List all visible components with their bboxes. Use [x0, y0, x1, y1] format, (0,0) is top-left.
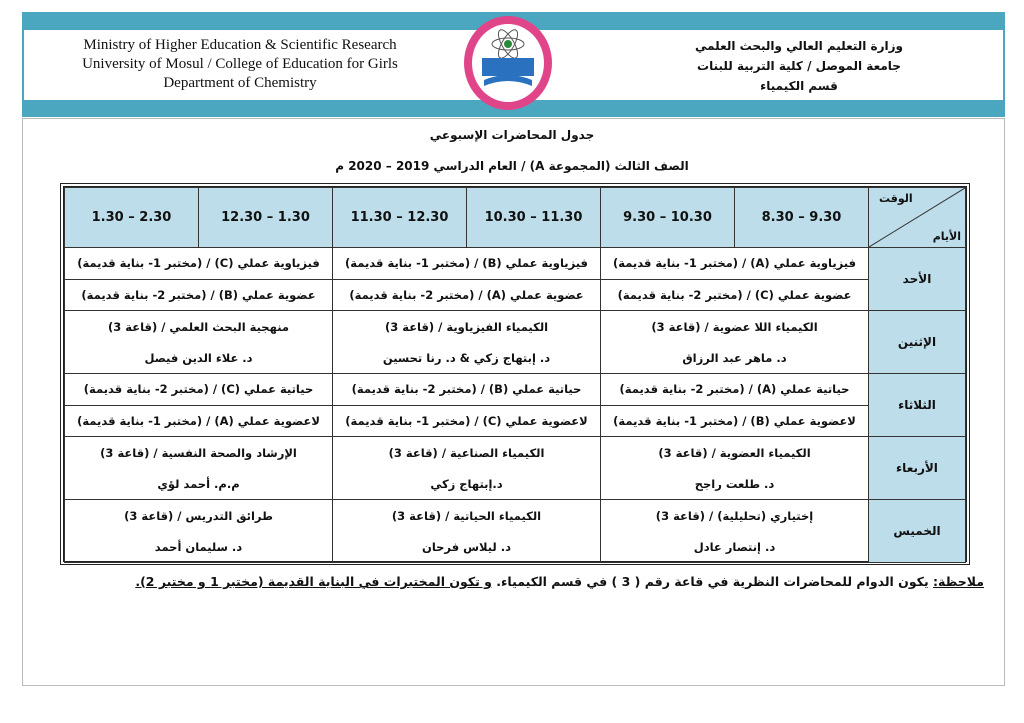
lab-session: حياتية عملي (B) / (مختبر 2- بناية قديمة) — [351, 382, 582, 397]
instructor: د. ليلاس فرحان — [422, 539, 511, 554]
content-frame — [22, 118, 1005, 686]
instructor: م.م. أحمد لؤي — [157, 476, 240, 491]
lab-session: فيزياوية عملي (B) / (مختبر 1- بناية قديم… — [345, 256, 588, 271]
ministry-ar: وزارة التعليم العالي والبحث العلمي — [694, 39, 904, 53]
time-slot: 11.30 – 10.30 — [466, 187, 601, 248]
course: الكيمياء الصناعية / (قاعة 3) — [388, 445, 545, 460]
class-cell: الكيمياء الفيزياوية / (قاعة 3) د. إبتهاج … — [332, 310, 601, 374]
class-cell: منهجية البحث العلمي / (قاعة 3) د. علاء ال… — [64, 310, 333, 374]
class-cell: الكيمياء الحياتية / (قاعة 3) د. ليلاس فرح… — [332, 499, 601, 563]
lab-session: عضوية عملي (B) / (مختبر 2- بناية قديمة) — [65, 278, 332, 311]
lab-session: حياتية عملي (C) / (مختبر 2- بناية قديمة) — [83, 382, 314, 397]
class-cell: فيزياوية عملي (C) / (مختبر 1- بناية قديم… — [64, 247, 333, 311]
day-cell: الأحد — [868, 247, 966, 311]
course: الكيمياء الفيزياوية / (قاعة 3) — [384, 319, 549, 334]
table-row: الخميس إختياري (تحليلية) / (قاعة 3) د. إنت… — [64, 499, 966, 563]
day-cell: الخميس — [868, 499, 966, 563]
class-cell: حياتية عملي (B) / (مختبر 2- بناية قديمة)… — [332, 373, 601, 437]
class-cell: فيزياوية عملي (B) / (مختبر 1- بناية قديم… — [332, 247, 601, 311]
time-slot: 12.30 – 11.30 — [332, 187, 467, 248]
schedule-title: جدول المحاضرات الإسبوعي — [429, 128, 595, 142]
table-row: الإثنين الكيمياء اللا عضوية / (قاعة 3) د. … — [64, 310, 966, 374]
day-cell: الأربعاء — [868, 436, 966, 500]
days-label: الأيام — [932, 230, 961, 243]
department-en: Department of Chemistry — [163, 75, 317, 91]
class-cell: الكيمياء الصناعية / (قاعة 3) د.إبتهاج زكي — [332, 436, 601, 500]
lab-session: لاعضوية عملي (B) / (مختبر 1- بناية قديمة… — [601, 404, 868, 437]
course: الكيمياء العضوية / (قاعة 3) — [658, 445, 811, 460]
schedule-table: الوقت الأيام 9.30 – 8.30 10.30 – 9.30 11… — [60, 183, 970, 565]
header-row: الوقت الأيام 9.30 – 8.30 10.30 – 9.30 11… — [64, 187, 966, 248]
time-label: الوقت — [879, 192, 913, 205]
lab-session: حياتية عملي (A) / (مختبر 2- بناية قديمة) — [619, 382, 850, 397]
college-logo — [464, 16, 552, 110]
english-header: Ministry of Higher Education & Scientifi… — [40, 36, 440, 93]
class-cell: حياتية عملي (A) / (مختبر 2- بناية قديمة)… — [600, 373, 869, 437]
note-text: يكون الدوام للمحاضرات النظرية في قاعة رق… — [491, 574, 933, 589]
class-cell: الكيمياء اللا عضوية / (قاعة 3) د. ماهر عب… — [600, 310, 869, 374]
university-ar: جامعة الموصل / كلية التربية للبنات — [697, 59, 901, 73]
instructor: د. ماهر عبد الرزاق — [682, 350, 787, 365]
arabic-header: وزارة التعليم العالي والبحث العلمي جامعة… — [634, 36, 964, 96]
course: منهجية البحث العلمي / (قاعة 3) — [108, 319, 290, 334]
corner-cell: الوقت الأيام — [868, 187, 966, 248]
ministry-en: Ministry of Higher Education & Scientifi… — [83, 37, 397, 53]
course: إختياري (تحليلية) / (قاعة 3) — [655, 508, 814, 523]
lab-session: عضوية عملي (C) / (مختبر 2- بناية قديمة) — [601, 278, 868, 311]
instructor: د. إبتهاج زكي & د. رنا تحسين — [382, 350, 551, 365]
university-en: University of Mosul / College of Educati… — [82, 56, 398, 72]
instructor: د. علاء الدين فيصل — [144, 350, 253, 365]
class-cell: الإرشاد والصحة النفسية / (قاعة 3) م.م. أح… — [64, 436, 333, 500]
time-slot: 10.30 – 9.30 — [600, 187, 735, 248]
class-cell: الكيمياء العضوية / (قاعة 3) د. طلعت راجح — [600, 436, 869, 500]
course: الكيمياء الحياتية / (قاعة 3) — [391, 508, 542, 523]
lab-session: لاعضوية عملي (C) / (مختبر 1- بناية قديمة… — [333, 404, 600, 437]
day-cell: الإثنين — [868, 310, 966, 374]
day-cell: الثلاثاء — [868, 373, 966, 437]
table-row: الأحد فيزياوية عملي (A) / (مختبر 1- بناية… — [64, 247, 966, 311]
department-ar: قسم الكيمياء — [760, 79, 838, 93]
class-cell: إختياري (تحليلية) / (قاعة 3) د. إنتصار عا… — [600, 499, 869, 563]
course: الكيمياء اللا عضوية / (قاعة 3) — [651, 319, 818, 334]
time-slot: 2.30 – 1.30 — [64, 187, 199, 248]
lab-session: فيزياوية عملي (A) / (مختبر 1- بناية قديم… — [612, 256, 857, 271]
instructor: د. سليمان أحمد — [154, 539, 243, 554]
instructor: د. إنتصار عادل — [693, 539, 776, 554]
course: الإرشاد والصحة النفسية / (قاعة 3) — [100, 445, 297, 460]
course: طرائق التدريس / (قاعة 3) — [124, 508, 273, 523]
table-row: الأربعاء الكيمياء العضوية / (قاعة 3) د. طل… — [64, 436, 966, 500]
class-cell: حياتية عملي (C) / (مختبر 2- بناية قديمة)… — [64, 373, 333, 437]
lab-session: لاعضوية عملي (A) / (مختبر 1- بناية قديمة… — [65, 404, 332, 437]
class-cell: فيزياوية عملي (A) / (مختبر 1- بناية قديم… — [600, 247, 869, 311]
note-labs-text: و تكون المختبرات في البناية القديمة (مخت… — [135, 574, 492, 589]
table-row: الثلاثاء حياتية عملي (A) / (مختبر 2- بناي… — [64, 373, 966, 437]
lab-session: فيزياوية عملي (C) / (مختبر 1- بناية قديم… — [77, 256, 320, 271]
instructor: د.إبتهاج زكي — [430, 476, 503, 491]
lab-session: عضوية عملي (A) / (مختبر 2- بناية قديمة) — [333, 278, 600, 311]
note: ملاحظة: يكون الدوام للمحاضرات النظرية في… — [135, 574, 984, 589]
schedule-subtitle: الصف الثالث (المجموعة A) / العام الدراسي… — [335, 159, 689, 173]
time-slot: 1.30 – 12.30 — [198, 187, 333, 248]
note-label: ملاحظة: — [933, 574, 984, 589]
time-slot: 9.30 – 8.30 — [734, 187, 869, 248]
class-cell: طرائق التدريس / (قاعة 3) د. سليمان أحمد — [64, 499, 333, 563]
instructor: د. طلعت راجح — [694, 476, 775, 491]
